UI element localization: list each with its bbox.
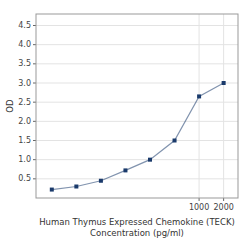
data [50, 81, 226, 192]
marker [148, 158, 152, 162]
grid-line [36, 121, 238, 122]
marker [173, 139, 177, 143]
tick-label: 2.0 [18, 117, 31, 126]
grid [36, 14, 238, 198]
grid-line [36, 140, 238, 141]
grid-line [36, 159, 238, 160]
y-axis-label: OD [5, 99, 15, 113]
line [52, 83, 224, 190]
grid-line [223, 14, 224, 198]
tick-label: 1000 [189, 203, 209, 212]
chart: 0.5 1.0 1.5 2.0 2.5 3.0 3.5 4.0 4.5 1000 2000 Human… [0, 0, 250, 250]
grid-line [36, 44, 238, 45]
marker [123, 168, 127, 172]
grid-line [199, 14, 200, 198]
x-axis-label: Human Thymus Expressed Chemokine (TECK)C… [39, 217, 235, 238]
marker [99, 179, 103, 183]
tick-label: 1.0 [18, 155, 31, 164]
tick-label: 3.5 [18, 59, 31, 68]
tick-label: 3.0 [18, 79, 31, 88]
tick-label: 4.5 [18, 21, 31, 30]
tick-label: 1.5 [18, 136, 31, 145]
tick-label: 0.5 [18, 174, 31, 183]
grid-line [36, 83, 238, 84]
marker [50, 188, 54, 192]
marker [222, 81, 226, 85]
marker [74, 185, 78, 189]
x-axis-label-line: Concentration (pg/ml) [90, 228, 184, 238]
grid-line [36, 102, 238, 103]
tick-label: 4.0 [18, 40, 31, 49]
x-axis-label-line: Human Thymus Expressed Chemokine (TECK) [39, 217, 235, 227]
tick-label: 2.5 [18, 98, 31, 107]
marker [197, 94, 201, 98]
grid-line [36, 178, 238, 179]
grid-line [36, 25, 238, 26]
axes: 0.5 1.0 1.5 2.0 2.5 3.0 3.5 4.0 4.5 1000 2000 [18, 14, 238, 212]
grid-line [36, 63, 238, 64]
plot-frame [36, 14, 238, 198]
tick-label: 2000 [213, 203, 233, 212]
